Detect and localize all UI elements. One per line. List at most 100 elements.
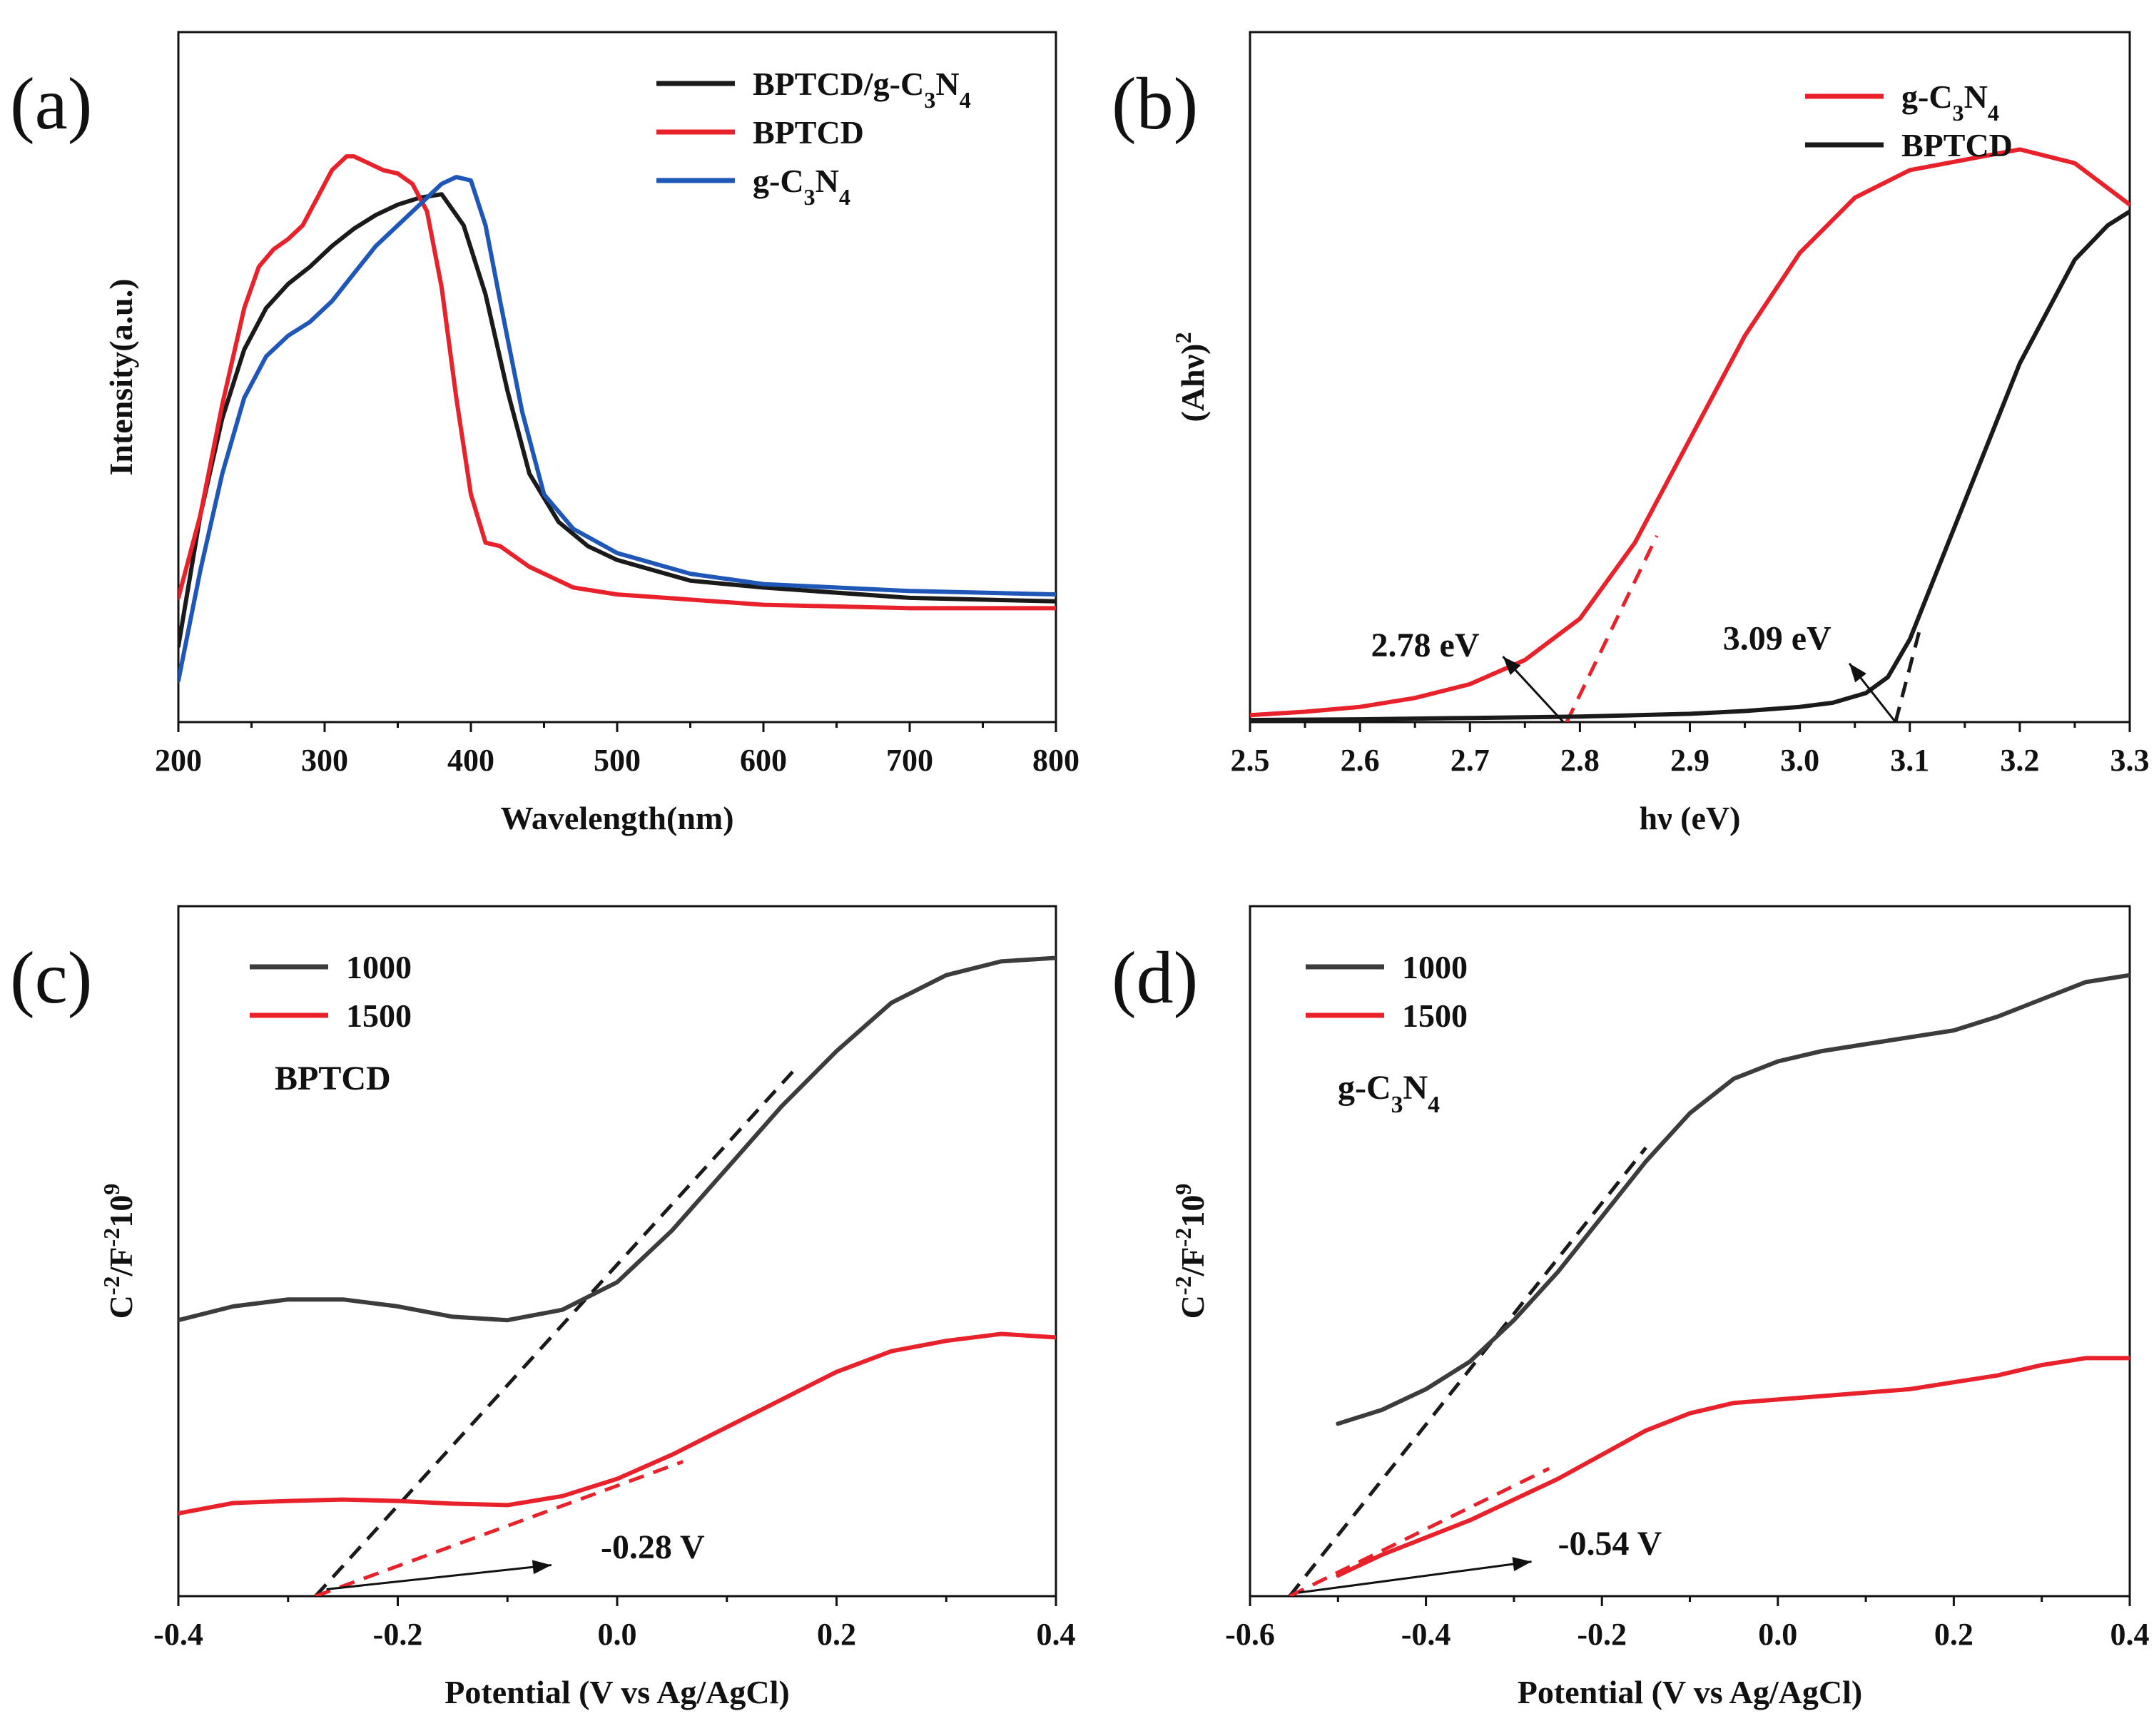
legend-label-part: BPTCD (1901, 127, 2013, 163)
sample-label-part: 3 (1391, 1092, 1403, 1118)
legend-label-part: 1000 (1402, 949, 1468, 985)
x-tick-label: 700 (886, 743, 933, 778)
legend-label: g-C3N4 (1901, 78, 1999, 126)
x-axis-label: Wavelength(nm) (500, 800, 733, 836)
legend-label: BPTCD/g-C3N4 (753, 66, 971, 113)
legend-label-part: 3 (1953, 100, 1964, 126)
x-tick-label: 800 (1032, 743, 1079, 778)
tangent-line (1565, 534, 1659, 722)
series-line-1000 (178, 955, 1056, 1323)
annotation-label: -0.54 V (1558, 1525, 1662, 1563)
sample-label-part: 4 (1428, 1092, 1440, 1118)
x-tick-label: 0.2 (1934, 1617, 1973, 1652)
x-tick-label: 400 (447, 743, 494, 778)
y-axis-label-part: 9 (1170, 1184, 1196, 1195)
tangent-line (315, 1460, 684, 1596)
x-tick-label: 600 (740, 743, 787, 778)
legend-label: 1000 (1402, 949, 1468, 985)
legend-label-part: N (935, 66, 959, 102)
x-tick-label: 200 (155, 743, 202, 778)
y-axis-label-part: /F (103, 1247, 139, 1276)
sample-label-part: BPTCD (275, 1060, 391, 1097)
x-tick-label: 2.7 (1451, 743, 1490, 778)
x-tick-label: 3.3 (2110, 743, 2150, 778)
x-tick-label: 3.2 (2000, 743, 2039, 778)
series-line-bptcd (1250, 209, 2130, 722)
x-tick-label: 0.4 (1037, 1617, 1076, 1652)
annotation-arrow-shaft (326, 1563, 552, 1590)
legend-label: BPTCD (1901, 127, 2013, 163)
annotation-arrow-head (1849, 663, 1866, 683)
y-axis-label-part: -2 (98, 1276, 124, 1295)
panel-d: -0.6 -0.4 -0.2 0.0 0.2 0.4 Potential (V vs Ag/… (1112, 905, 2150, 1710)
panel-c: -0.4 -0.2 0.0 0.2 0.4 Potential (V vs Ag/AgCl… (10, 905, 1076, 1710)
legend-label-part: g-C (1901, 78, 1953, 115)
y-axis-label: (Ahν)2 (1170, 332, 1211, 422)
x-tick-label: -0.2 (373, 1617, 423, 1652)
legend-label-part: 1500 (346, 998, 412, 1034)
y-axis-label: C-2/F-2109 (98, 1184, 139, 1319)
x-tick-label: 3.1 (1890, 743, 1929, 778)
annotation-label: 3.09 eV (1723, 619, 1832, 657)
sample-label-part: N (1403, 1069, 1428, 1107)
legend-label-part: N (816, 163, 839, 199)
tangent-line (314, 1070, 794, 1596)
annotation-arrow-head (1503, 656, 1521, 676)
legend-label-part: 1000 (346, 949, 412, 985)
x-tick-label: 2.8 (1560, 743, 1600, 778)
x-tick-label: -0.2 (1577, 1617, 1627, 1652)
legend-label: g-C3N4 (753, 163, 850, 210)
y-axis-label-part: /F (1174, 1247, 1211, 1276)
x-tick-label: 3.0 (1780, 743, 1819, 778)
tangent-line (1289, 1466, 1550, 1596)
x-tick-label: 0.2 (817, 1617, 856, 1652)
sample-label: BPTCD (275, 1060, 391, 1097)
annotation-arrow-head (532, 1560, 552, 1575)
legend-label: 1500 (346, 998, 412, 1034)
panel-b: 2.5 2.6 2.7 2.8 2.9 3.0 3.1 3.2 3.3hν (eV)(Ahν)2… (1112, 31, 2150, 836)
series-line-bptcd (178, 154, 1056, 611)
panel-label: (a) (10, 63, 92, 145)
tangent-line (1894, 624, 1923, 722)
legend-label-part: BPTCD (753, 114, 864, 151)
annotation-label: -0.28 V (601, 1528, 705, 1566)
legend-label-part: BPTCD/g-C (753, 66, 924, 102)
x-tick-label: 500 (594, 743, 641, 778)
x-tick-label: 2.9 (1670, 743, 1710, 778)
sample-label-part: g-C (1338, 1069, 1391, 1107)
series-line-1000 (1336, 973, 2130, 1426)
y-axis-label: Intensity(a.u.) (103, 278, 139, 475)
x-tick-label: 2.5 (1231, 743, 1270, 778)
panel-label: (d) (1112, 937, 1198, 1019)
y-axis-label-part: -2 (1170, 1228, 1196, 1247)
annotation-arrow-head (1512, 1557, 1532, 1571)
legend-label-part: 4 (960, 87, 971, 113)
y-axis-label-part: 10 (103, 1195, 139, 1228)
y-axis-label-part: C (1174, 1295, 1211, 1319)
panel-label: (b) (1112, 63, 1198, 145)
sample-label: g-C3N4 (1338, 1069, 1440, 1118)
x-axis-label: Potential (V vs Ag/AgCl) (444, 1674, 789, 1710)
series-line-g-c3n4 (1250, 147, 2130, 718)
x-tick-label: 2.6 (1341, 743, 1380, 778)
x-tick-label: -0.4 (153, 1617, 203, 1652)
x-tick-label: 0.4 (2110, 1617, 2150, 1652)
legend-label-part: 3 (804, 184, 816, 210)
y-axis-label-part: 9 (98, 1184, 124, 1195)
x-tick-label: 300 (301, 743, 348, 778)
y-axis-label-part: -2 (98, 1228, 124, 1247)
y-axis-label: C-2/F-2109 (1170, 1184, 1211, 1319)
annotation-arrow-shaft (1298, 1560, 1532, 1594)
legend-label: 1000 (346, 949, 412, 985)
y-axis-label-part: C (103, 1295, 139, 1319)
panel-label: (c) (10, 937, 92, 1019)
x-tick-label: 0.0 (598, 1617, 637, 1652)
legend-label-part: 4 (839, 184, 850, 210)
y-axis-label-part: 10 (1174, 1195, 1211, 1228)
x-tick-label: 0.0 (1758, 1617, 1797, 1652)
legend-label-part: 1500 (1402, 998, 1468, 1034)
x-tick-label: -0.6 (1225, 1617, 1275, 1652)
series-line-1500 (1336, 1356, 2130, 1578)
